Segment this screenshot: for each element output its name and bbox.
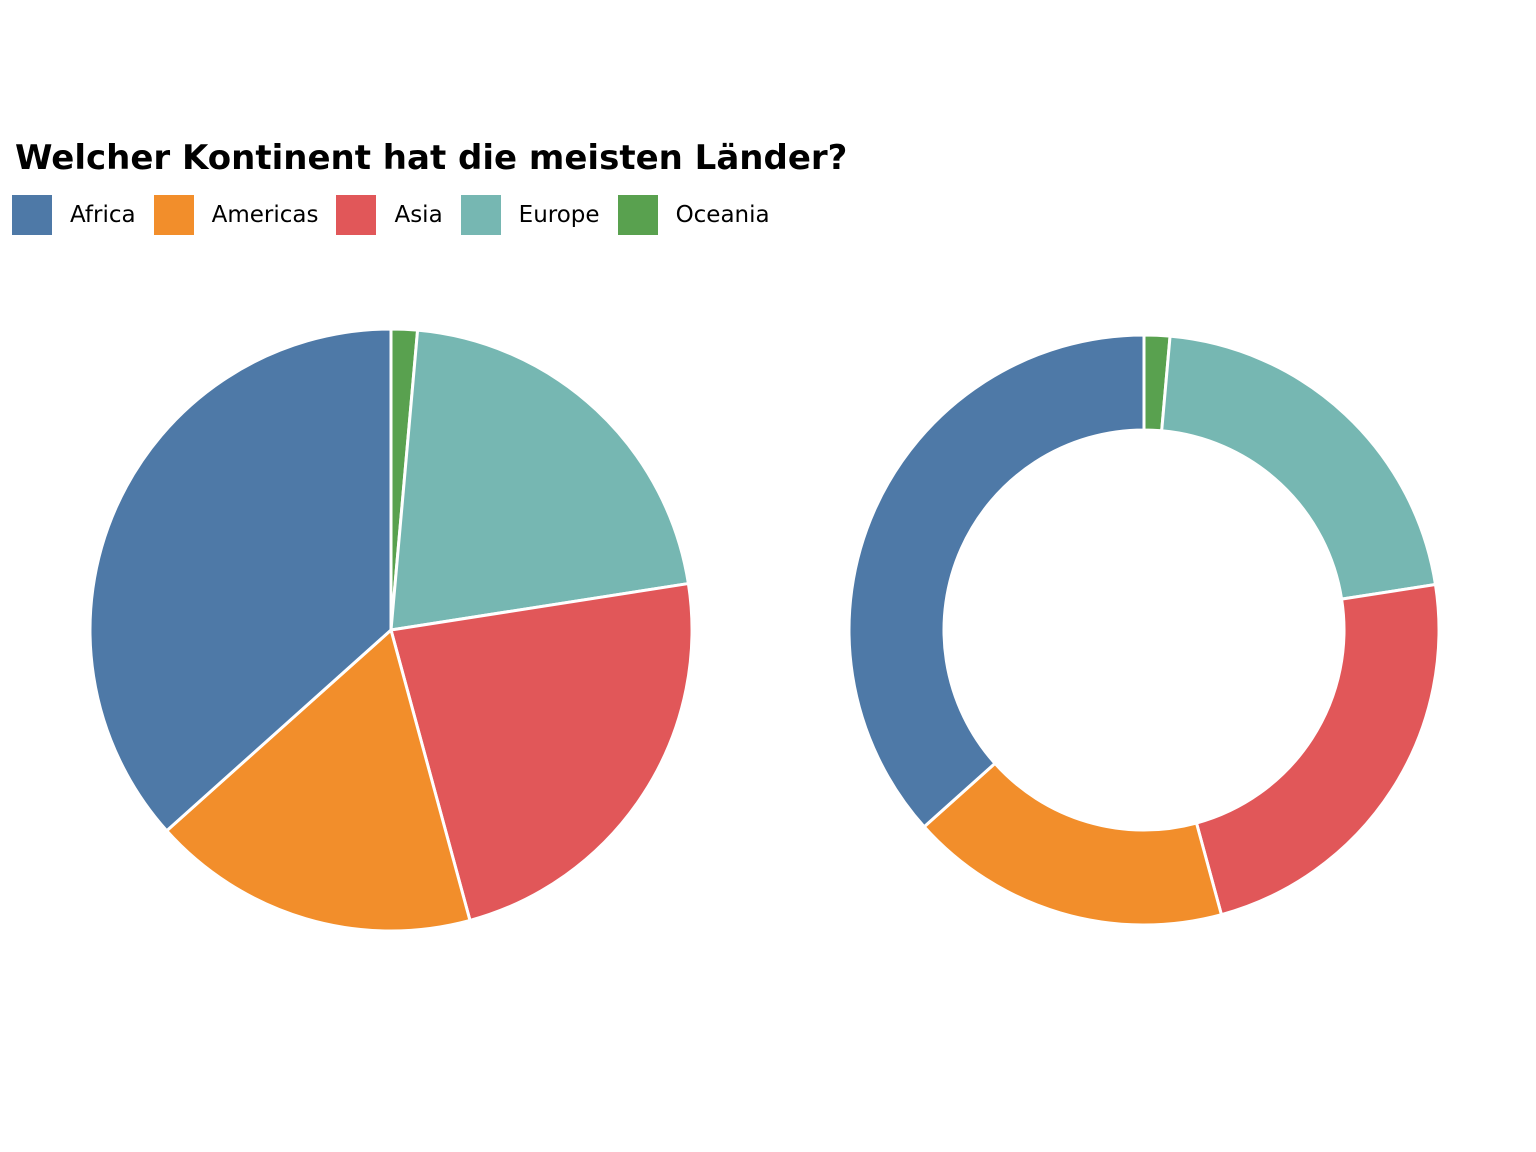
- donut-slice-europe: [1160, 334, 1437, 601]
- legend-label-americas: Americas: [211, 202, 319, 228]
- legend-item-oceania: Oceania: [617, 195, 770, 235]
- donut-chart: [847, 333, 1441, 927]
- legend-swatch-oceania: [617, 195, 658, 235]
- legend-item-africa: Africa: [12, 195, 136, 235]
- legend-item-asia: Asia: [336, 195, 443, 235]
- legend-swatch-asia: [336, 195, 377, 235]
- legend: Africa Americas Asia Europe Oceania: [12, 195, 788, 235]
- legend-label-europe: Europe: [518, 202, 600, 228]
- pie-slice-asia: [389, 582, 694, 922]
- pie-slice-europe: [389, 328, 690, 632]
- legend-label-africa: Africa: [70, 202, 136, 228]
- donut-slice-africa: [847, 333, 1146, 829]
- legend-swatch-americas: [153, 195, 194, 235]
- donut-slice-asia: [1194, 582, 1441, 917]
- pie-chart: [88, 327, 694, 933]
- legend-swatch-europe: [460, 195, 501, 235]
- legend-label-oceania: Oceania: [675, 202, 770, 228]
- legend-label-asia: Asia: [394, 202, 443, 228]
- pie-slice-americas: [165, 628, 472, 933]
- chart-title: Welcher Kontinent hat die meisten Länder…: [15, 138, 848, 178]
- legend-swatch-africa: [12, 195, 52, 235]
- legend-item-americas: Americas: [153, 195, 319, 235]
- legend-item-europe: Europe: [460, 195, 600, 235]
- pie-slice-africa: [88, 327, 393, 833]
